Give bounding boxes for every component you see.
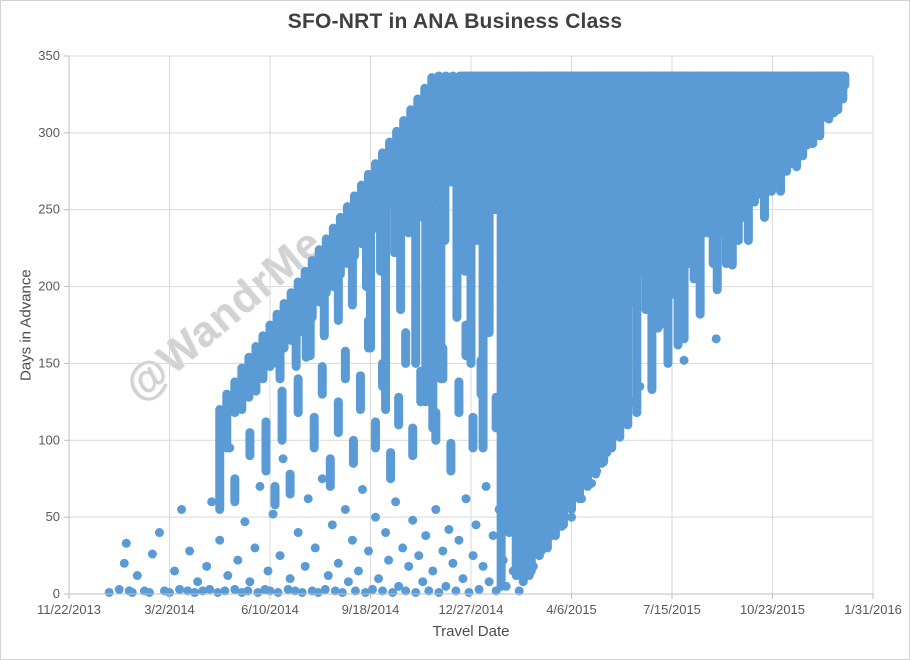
y-tick-label: 200 <box>38 279 60 294</box>
tick-labels: 11/22/2013 3/2/2014 6/10/2014 9/18/2014 12/2… <box>37 48 902 617</box>
data-series <box>104 71 850 597</box>
x-axis-title: Travel Date <box>432 623 510 640</box>
x-tick-label: 4/6/2015 <box>546 602 597 617</box>
y-tick-label: 100 <box>38 432 60 447</box>
y-tick-label: 50 <box>46 509 60 524</box>
x-tick-label: 11/22/2013 <box>37 602 101 617</box>
x-tick-label: 3/2/2014 <box>144 602 195 617</box>
x-tick-label: 10/23/2015 <box>740 602 805 617</box>
y-tick-label: 250 <box>38 202 60 217</box>
x-tick-label: 9/18/2014 <box>342 602 400 617</box>
x-tick-label: 7/15/2015 <box>643 602 701 617</box>
chart-title: SFO-NRT in ANA Business Class <box>287 10 623 33</box>
x-tick-label: 1/31/2016 <box>844 602 902 617</box>
y-tick-label: 300 <box>38 125 60 140</box>
x-tick-label: 12/27/2014 <box>438 602 503 617</box>
axes <box>64 55 874 599</box>
x-tick-label: 6/10/2014 <box>241 602 299 617</box>
y-tick-label: 150 <box>38 355 60 370</box>
y-tick-label: 0 <box>53 586 60 601</box>
y-tick-label: 350 <box>38 48 60 63</box>
